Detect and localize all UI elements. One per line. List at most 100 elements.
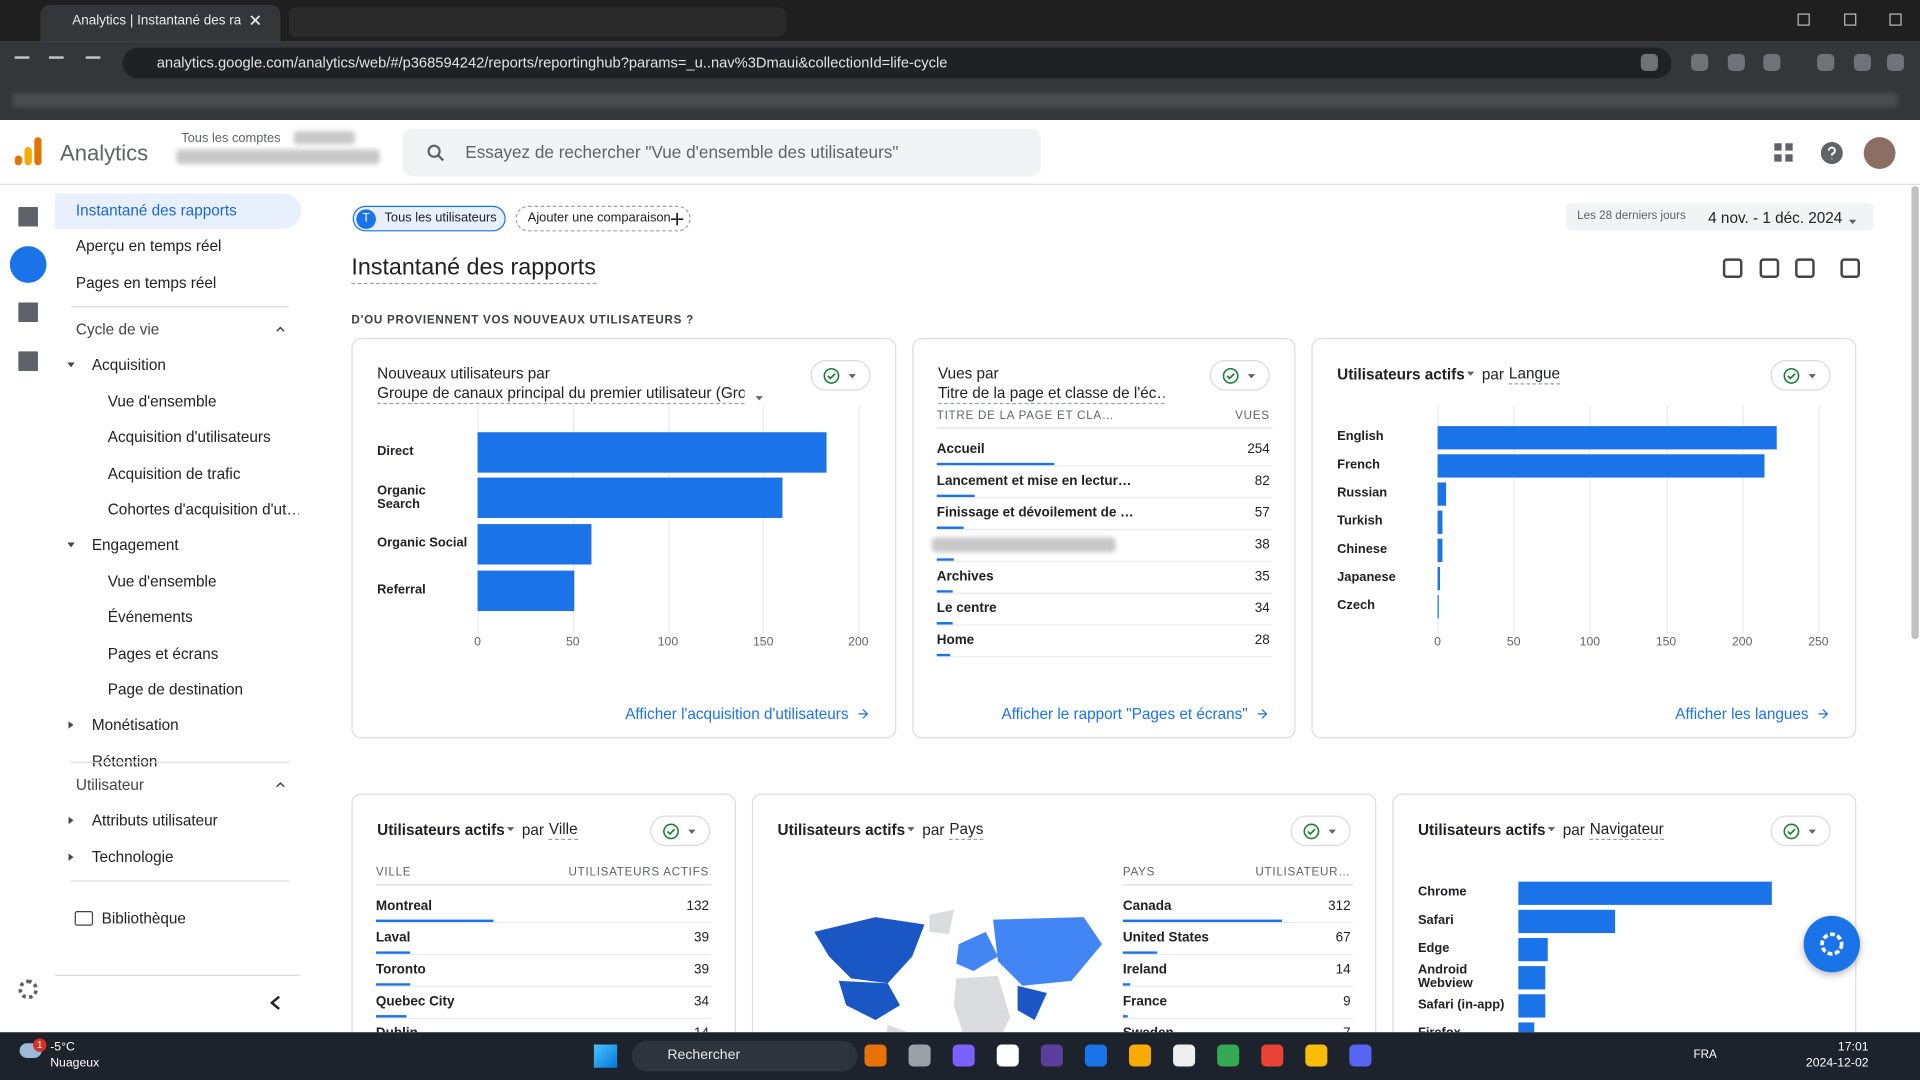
card-metric[interactable]: Utilisateurs actifs [377, 821, 505, 839]
toolbar-icon[interactable] [1691, 53, 1709, 72]
taskbar-app[interactable] [996, 1044, 1019, 1067]
nav-group[interactable]: Attributs utilisateur [91, 812, 218, 830]
x-tick-label: 0 [1434, 635, 1441, 649]
taskbar-app[interactable] [864, 1044, 887, 1067]
taskbar-app[interactable] [1084, 1044, 1107, 1067]
nav-button[interactable] [85, 56, 101, 68]
nav-item[interactable]: Pages et écrans [107, 644, 219, 662]
row-value: 254 [1247, 442, 1270, 457]
page-action[interactable] [1759, 258, 1780, 278]
row-label: Montreal [375, 898, 433, 914]
nav-item[interactable]: Page de destination [107, 680, 244, 698]
taskbar-app[interactable] [908, 1044, 931, 1067]
nav-group[interactable]: Technologie [91, 848, 174, 866]
nav-item[interactable]: Acquisition de trafic [107, 464, 241, 482]
category-label: French [1337, 457, 1381, 473]
card-dimension[interactable]: Pays [949, 819, 984, 840]
card-link[interactable]: Afficher l'acquisition d'utilisateurs [625, 704, 870, 724]
taskbar-app[interactable] [952, 1044, 975, 1067]
content: T Tous les utilisateurs Ajouter une compar… [351, 203, 1874, 1033]
taskbar-search[interactable] [631, 1040, 858, 1072]
window-control[interactable] [1889, 13, 1902, 26]
nav-item[interactable]: Instantané des rapports [75, 202, 237, 220]
search-box[interactable] [402, 128, 1041, 177]
toolbar-icon[interactable] [1817, 53, 1835, 72]
nav-item[interactable]: Bibliothèque [101, 909, 186, 927]
card-dimension[interactable]: Titre de la page et classe de l'éc… [937, 383, 1165, 405]
add-comparison[interactable] [515, 205, 691, 232]
taskbar-app[interactable] [1217, 1044, 1240, 1067]
taskbar-app[interactable] [1261, 1044, 1284, 1067]
rail-icon[interactable] [18, 351, 38, 372]
nav-item[interactable]: Événements [107, 608, 193, 626]
row-rule [1122, 985, 1354, 987]
nav-group[interactable]: Engagement [91, 536, 179, 554]
other-tab[interactable] [288, 7, 787, 37]
icon-part [929, 909, 954, 935]
comparison-chip[interactable] [352, 205, 506, 232]
nav-group[interactable]: Monétisation [91, 716, 179, 734]
card-dimension[interactable]: Navigateur [1589, 819, 1664, 840]
insight-button[interactable] [1770, 815, 1831, 847]
nav-button[interactable] [14, 56, 30, 68]
card-metric[interactable]: Utilisateurs actifs [1337, 365, 1465, 383]
insight-button[interactable] [1209, 360, 1270, 391]
icon-part [848, 373, 857, 378]
date-box[interactable] [1566, 203, 1874, 231]
card-metric[interactable]: Utilisateurs actifs [1417, 821, 1546, 839]
card-dimension[interactable]: Groupe de canaux principal du premier ut… [377, 383, 745, 405]
tab-close[interactable] [250, 13, 262, 28]
page-action[interactable] [1795, 258, 1815, 278]
card-dimension[interactable]: Langue [1508, 364, 1561, 385]
user-avatar[interactable] [1863, 137, 1896, 169]
card-metric[interactable]: Utilisateurs actifs [777, 821, 906, 839]
card-link[interactable]: Afficher le rapport "Pages et écrans" [1001, 704, 1269, 724]
nav-item[interactable]: Acquisition d'utilisateurs [107, 428, 271, 446]
nav-item[interactable]: Vue d'ensemble [107, 392, 217, 410]
nav-item[interactable]: Aperçu en temps réel [75, 238, 222, 256]
toolbar-icon[interactable] [1640, 53, 1658, 72]
toolbar-icon[interactable] [1727, 53, 1745, 72]
card-link-arrow [856, 707, 871, 722]
active-tab[interactable] [40, 4, 281, 42]
taskbar-app[interactable] [1173, 1044, 1196, 1067]
page-action[interactable] [1722, 258, 1743, 278]
nav-item[interactable]: Cohortes d'acquisition d'ut… [107, 500, 299, 518]
account-label[interactable]: Tous les comptes [181, 131, 281, 146]
insight-button[interactable] [810, 360, 871, 391]
insight-button[interactable] [650, 815, 711, 847]
insight-button[interactable] [1770, 360, 1831, 391]
rail-icon[interactable] [9, 246, 47, 283]
nav-button[interactable] [48, 56, 64, 68]
toolbar-icon[interactable] [1853, 53, 1872, 72]
window-control[interactable] [1844, 13, 1857, 26]
category-label: Chrome [1417, 884, 1467, 900]
taskbar-app[interactable] [1349, 1044, 1372, 1067]
nav-section-title[interactable]: Utilisateur [75, 776, 144, 794]
nav-item[interactable]: Vue d'ensemble [107, 572, 217, 590]
row-rule [1122, 1017, 1354, 1019]
card-dimension[interactable]: Ville [548, 819, 578, 840]
taskbar-app[interactable] [1128, 1044, 1152, 1067]
toolbar-icon[interactable] [1886, 53, 1905, 72]
nav-section-title[interactable]: Cycle de vie [75, 320, 160, 338]
page-action[interactable] [1840, 258, 1860, 278]
taskbar-app[interactable] [1305, 1044, 1328, 1067]
taskbar-app[interactable] [1040, 1044, 1063, 1067]
apps-icon[interactable] [1773, 142, 1795, 164]
insight-button[interactable] [1290, 815, 1351, 847]
card-link[interactable]: Afficher les langues [1675, 704, 1830, 724]
assistant-button[interactable] [1803, 915, 1860, 973]
window-control[interactable] [1797, 13, 1810, 26]
nav-group[interactable]: Acquisition [91, 356, 166, 374]
nav-item[interactable]: Pages en temps réel [75, 274, 217, 292]
settings-icon[interactable] [18, 979, 38, 1000]
nav-separator [71, 306, 289, 308]
rail-icon[interactable] [18, 302, 38, 323]
url-field[interactable] [122, 47, 1672, 79]
toolbar-icon[interactable] [1763, 53, 1781, 72]
rail-icon[interactable] [18, 206, 38, 227]
collapse-nav[interactable] [269, 994, 281, 1016]
help-icon[interactable] [1820, 142, 1843, 165]
start-button[interactable] [593, 1044, 618, 1068]
